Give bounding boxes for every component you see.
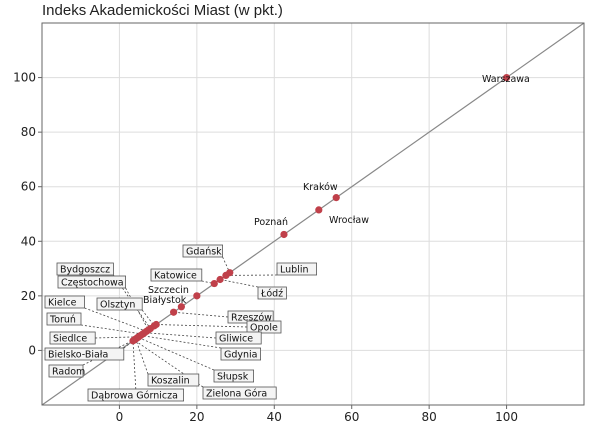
plot-frame xyxy=(41,22,585,406)
point-rzeszow xyxy=(170,308,178,316)
chart-title: Indeks Akademickości Miast (w pkt.) xyxy=(42,2,283,19)
leader-lodz xyxy=(220,279,259,288)
label-torun: Toruń xyxy=(49,315,76,326)
y-tick-label: 0 xyxy=(28,343,36,357)
label-szczecin: Szczecin xyxy=(148,285,189,296)
label-kielce: Kielce xyxy=(48,298,77,309)
point-szczecin xyxy=(193,292,201,300)
label-box-koszalin xyxy=(147,373,200,387)
label-slupsk: Słupsk xyxy=(217,372,249,383)
label-krakow: Kraków xyxy=(303,182,338,193)
x-tick-label: 80 xyxy=(422,410,437,424)
y-tick-label: 20 xyxy=(21,289,36,303)
point-warszawa xyxy=(502,73,511,82)
label-box-radom xyxy=(48,364,84,378)
point-katowice xyxy=(210,279,218,288)
x-tick-label: 60 xyxy=(344,410,359,424)
label-poznan: Poznań xyxy=(254,217,288,228)
label-bialystok: Białystok xyxy=(143,295,187,306)
label-box-opole xyxy=(246,320,282,334)
point-lodz xyxy=(216,275,224,284)
label-wroclaw: Wrocław xyxy=(329,215,369,226)
label-box-gliwice xyxy=(215,331,262,345)
label-gdansk: Gdańsk xyxy=(186,247,222,258)
x-tick-label: 0 xyxy=(116,410,124,424)
label-warszawa: Warszawa xyxy=(482,74,530,85)
leader-dabrowa-gornicza xyxy=(132,340,137,390)
label-box-gdansk xyxy=(182,244,223,258)
x-tick-label: 20 xyxy=(189,410,204,424)
point-wroclaw xyxy=(315,206,323,214)
label-koszalin: Koszalin xyxy=(151,376,190,387)
y-tick-label: 80 xyxy=(21,125,36,139)
label-box-torun xyxy=(46,312,82,326)
label-bielsko-biala: Bielsko-Biała xyxy=(48,350,108,361)
label-siedlce: Siedlce xyxy=(53,334,87,345)
label-dabrowa-gornicza: Dąbrowa Górnicza xyxy=(91,391,178,402)
label-rzeszow: Rzeszów xyxy=(231,313,272,324)
label-box-dabrowa-gornicza xyxy=(87,388,184,402)
leader-kielce xyxy=(84,307,147,332)
label-box-gdynia xyxy=(220,347,261,361)
leader-gliwice xyxy=(144,332,217,339)
x-tick-label: 100 xyxy=(495,410,518,424)
label-zielona-gora: Zielona Góra xyxy=(206,389,267,400)
y-tick-label: 100 xyxy=(13,71,36,85)
leader-gdansk xyxy=(222,256,231,273)
label-box-lublin xyxy=(276,262,317,276)
leader-gdynia xyxy=(140,335,222,349)
label-gdynia: Gdynia xyxy=(224,350,258,361)
label-box-slupsk xyxy=(213,369,254,383)
grid-lines xyxy=(42,23,584,405)
point-lublin xyxy=(222,271,230,279)
label-box-kielce xyxy=(44,295,85,309)
y-tick-label: 60 xyxy=(21,180,36,194)
point-krakow xyxy=(332,194,340,202)
point-labels: Warszawa Kraków Wrocław Poznań Gdańsk Lublin Ł… xyxy=(44,74,530,402)
label-box-lodz xyxy=(257,286,287,300)
x-tick-label: 40 xyxy=(267,410,282,424)
label-bydgoszcz: Bydgoszcz xyxy=(60,265,110,276)
label-opole: Opole xyxy=(250,323,278,334)
leader-koszalin xyxy=(135,338,149,375)
label-lublin: Lublin xyxy=(280,265,308,276)
label-radom: Radom xyxy=(52,367,85,378)
leader-slupsk xyxy=(137,336,215,371)
label-katowice: Katowice xyxy=(154,271,197,282)
label-box-czestochowa xyxy=(57,275,126,289)
y-tick-label: 40 xyxy=(21,234,36,248)
label-czestochowa: Częstochowa xyxy=(61,278,124,289)
leader-siedlce xyxy=(95,336,139,339)
leader-opole xyxy=(156,324,248,328)
label-olsztyn: Olsztyn xyxy=(100,300,135,311)
label-box-bielsko-biala xyxy=(44,347,125,361)
data-points xyxy=(129,73,511,345)
label-lodz: Łódź xyxy=(260,289,283,300)
label-box-siedlce xyxy=(49,331,96,345)
label-box-olsztyn xyxy=(96,297,143,311)
point-bialystok xyxy=(177,303,185,311)
label-box-zielona-gora xyxy=(202,386,277,400)
label-box-bydgoszcz xyxy=(56,262,114,276)
label-box-katowice xyxy=(150,268,203,282)
label-gliwice: Gliwice xyxy=(219,334,253,345)
point-dabrowa-gornicza xyxy=(129,337,137,345)
leader-lines xyxy=(80,256,278,390)
point-poznan xyxy=(280,230,288,239)
axes: 0 20 40 60 80 100 0 20 40 60 80 100 xyxy=(13,22,585,424)
leader-rzeszow xyxy=(173,311,229,318)
